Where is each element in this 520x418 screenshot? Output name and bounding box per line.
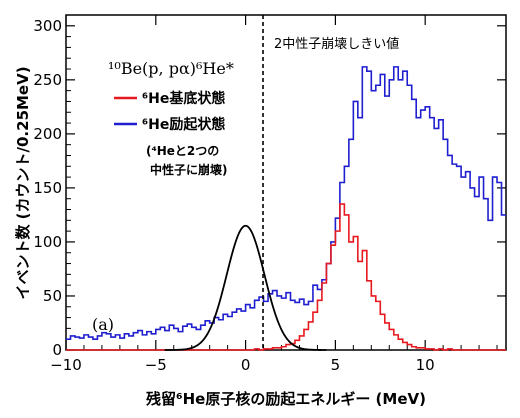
x-tick-label: 5 [331,356,341,374]
y-axis-label: イベント数 (カウント/0.25MeV) [14,66,32,299]
ground-state-histogram [66,203,506,351]
series-layer [66,66,506,351]
legend-excited-label: ⁶He励起状態 [142,116,225,133]
y-tick-label: 50 [43,287,62,305]
y-tick-label: 250 [33,71,62,89]
reaction-label: ¹⁰Be(p, pα)⁶He* [108,59,234,78]
x-tick-label: −10 [50,356,82,374]
y-tick-label: 200 [33,125,62,143]
legend-note-line1: (⁴Heと2つの [146,144,219,158]
legend-note-line2: 中性子に崩壊) [150,162,228,177]
x-axis-label: 残留⁶He原子核の励起エネルギー (MeV) [146,390,426,408]
plot-frame [65,14,507,351]
gaussian-fit-curve [164,224,327,351]
y-tick-label: 100 [33,233,62,251]
y-tick-label: 300 [33,17,62,35]
y-tick-label: 150 [33,179,62,197]
legend-ground-label: ⁶He基底状態 [142,90,225,107]
panel-label: (a) [92,315,114,334]
x-tick-label: −5 [145,356,167,374]
threshold-label: 2中性子崩壊しきい値 [274,36,399,52]
excited-state-histogram [66,66,506,340]
x-tick-label: 0 [241,356,251,374]
x-tick-label: 10 [416,356,435,374]
x-axis-ticks: −10 −5 0 5 10 [50,15,498,374]
y-tick-label: 0 [52,341,62,359]
y-axis-ticks: 0 50 100 150 200 250 300 [33,17,506,359]
